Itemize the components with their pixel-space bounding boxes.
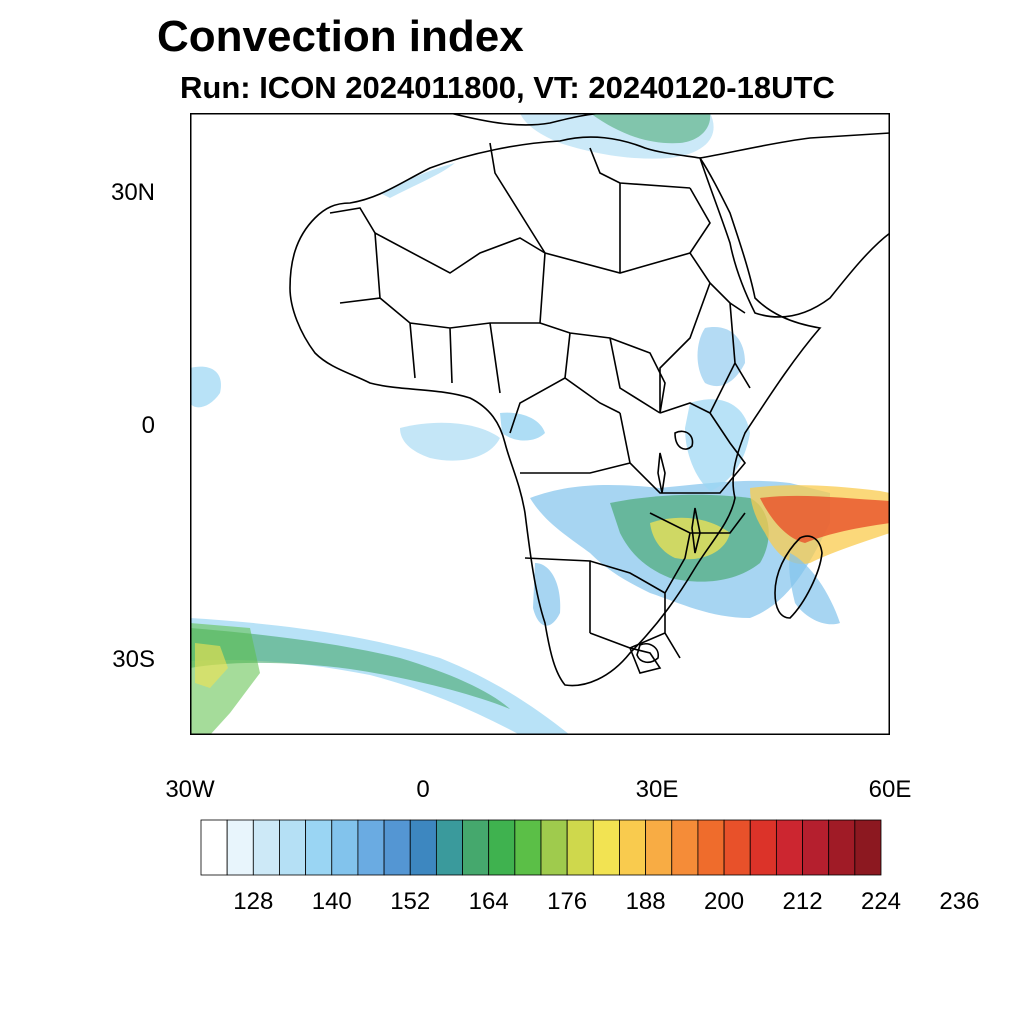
colorbar-box bbox=[383, 819, 411, 876]
field-namibia bbox=[533, 563, 561, 626]
borders-central bbox=[509, 322, 711, 494]
africa-coastline bbox=[289, 136, 822, 687]
colorbar-tick-label: 236 bbox=[939, 888, 980, 915]
plot-title: Convection index bbox=[157, 12, 524, 61]
colorbar-box bbox=[540, 819, 568, 876]
colorbar-box bbox=[252, 819, 280, 876]
field-southern-africa-yellow bbox=[650, 517, 730, 560]
lon-label-30e: 30E bbox=[635, 776, 679, 803]
lake-tanganyika bbox=[657, 452, 666, 494]
colorbar-box bbox=[331, 819, 359, 876]
borders-south bbox=[524, 512, 746, 674]
colorbar-box bbox=[566, 819, 594, 876]
colorbar-tick-label: 152 bbox=[390, 888, 431, 915]
coastlines-and-borders bbox=[289, 113, 890, 687]
colorbar-box bbox=[435, 819, 463, 876]
colorbar-box bbox=[200, 819, 228, 876]
colorbar-box bbox=[226, 819, 254, 876]
field-sw-corner-hot bbox=[195, 643, 228, 688]
colorbar-box bbox=[409, 819, 437, 876]
colorbar-tick-label: 164 bbox=[468, 888, 509, 915]
colorbar-box bbox=[854, 819, 882, 876]
colorbar-box bbox=[697, 819, 725, 876]
madagascar bbox=[774, 535, 823, 619]
convection-field bbox=[190, 113, 890, 735]
field-congo-coast bbox=[500, 412, 545, 441]
field-mozambique-channel-core bbox=[760, 495, 890, 543]
colorbar-tick-label: 224 bbox=[860, 888, 902, 915]
lake-victoria bbox=[674, 430, 694, 450]
colorbar-box bbox=[357, 819, 385, 876]
map-panel bbox=[190, 113, 890, 735]
lake-malawi bbox=[691, 507, 701, 554]
map-frame bbox=[190, 113, 890, 735]
colorbar-tick-label: 200 bbox=[704, 888, 745, 915]
field-north-africa-streak bbox=[380, 163, 455, 198]
lon-label-0: 0 bbox=[416, 776, 430, 803]
colorbar-box bbox=[592, 819, 620, 876]
colorbar-box bbox=[619, 819, 647, 876]
lon-label-60e: 60E bbox=[868, 776, 912, 803]
colorbar-box bbox=[645, 819, 673, 876]
lesotho bbox=[636, 643, 660, 664]
lat-label-0: 0 bbox=[141, 412, 155, 439]
colorbar-box bbox=[305, 819, 333, 876]
borders-east bbox=[659, 252, 751, 494]
colorbar-box bbox=[802, 819, 830, 876]
plot-subtitle: Run: ICON 2024011800, VT: 20240120-18UTC bbox=[180, 70, 835, 105]
colorbar-tick-label: 212 bbox=[782, 888, 823, 915]
field-mediterranean-green bbox=[590, 113, 711, 144]
lon-label-30w: 30W bbox=[165, 776, 215, 803]
lat-label-30s: 30S bbox=[112, 646, 155, 673]
colorbar bbox=[200, 819, 882, 876]
colorbar-box bbox=[514, 819, 542, 876]
colorbar-tick-label: 128 bbox=[233, 888, 274, 915]
colorbar-tick-label: 176 bbox=[547, 888, 588, 915]
arabian-peninsula bbox=[698, 132, 890, 318]
colorbar-box bbox=[488, 819, 516, 876]
borders-north bbox=[489, 142, 711, 274]
europe-coast bbox=[449, 113, 611, 126]
field-gulf-guinea bbox=[400, 422, 500, 461]
borders-west bbox=[329, 207, 546, 394]
field-ethiopia bbox=[697, 327, 745, 387]
colorbar-box bbox=[723, 819, 751, 876]
colorbar-box bbox=[775, 819, 803, 876]
field-south-atlantic-core bbox=[190, 628, 510, 709]
colorbar-box bbox=[749, 819, 777, 876]
colorbar-box bbox=[279, 819, 307, 876]
field-west-atlantic bbox=[190, 366, 221, 408]
colorbar-tick-label: 140 bbox=[311, 888, 352, 915]
colorbar-box bbox=[462, 819, 490, 876]
field-madagascar-east bbox=[789, 553, 840, 625]
lat-label-30n: 30N bbox=[110, 179, 155, 206]
colorbar-tick-label: 188 bbox=[625, 888, 666, 915]
colorbar-box bbox=[671, 819, 699, 876]
colorbar-box bbox=[828, 819, 856, 876]
